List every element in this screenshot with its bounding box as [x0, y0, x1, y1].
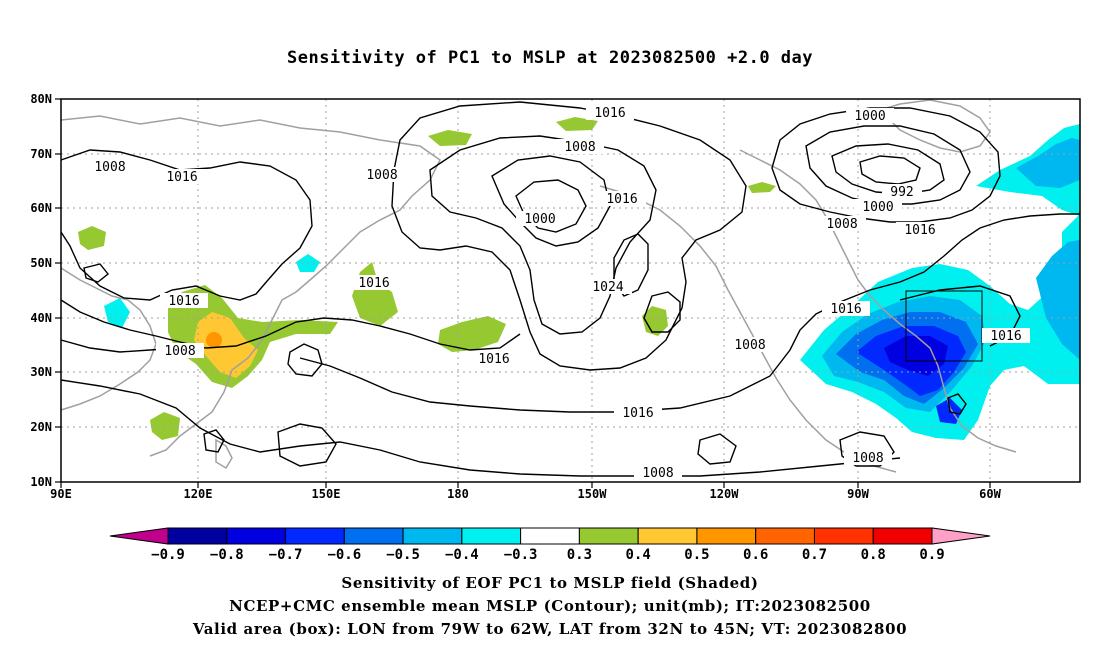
contour-label: 1016 — [166, 170, 197, 185]
contour-label: 1008 — [164, 344, 195, 359]
colorbar-label: −0.7 — [269, 547, 303, 563]
lon-tick-label: 60W — [979, 487, 1001, 501]
colorbar-cell — [226, 527, 287, 545]
contour-label: 1008 — [734, 338, 765, 353]
contour-label: 1008 — [852, 451, 883, 466]
contour-label: 1016 — [358, 276, 389, 291]
colorbar-label: −0.6 — [327, 547, 361, 563]
colorbar-cell — [285, 527, 345, 545]
lat-tick-label: 50N — [30, 256, 52, 270]
colorbar-label: 0.8 — [861, 547, 886, 563]
lon-tick-label: 150W — [578, 487, 608, 501]
colorbar-high-arrow — [931, 527, 991, 545]
lon-tick-label: 150E — [312, 487, 341, 501]
colorbar-cell — [578, 527, 639, 545]
colorbar-label: −0.5 — [386, 547, 420, 563]
lat-tick-label: 20N — [30, 420, 52, 434]
plot-frame — [60, 98, 1081, 483]
caption-line-3: Valid area (box): LON from 79W to 62W, L… — [192, 620, 908, 638]
colorbar-cell — [755, 527, 815, 545]
lat-tick-label: 30N — [30, 365, 52, 379]
contour-label: 1016 — [990, 329, 1021, 344]
colorbar-cell — [520, 527, 580, 545]
valid-area-box — [905, 290, 983, 362]
colorbar-label: 0.6 — [743, 547, 768, 563]
colorbar-label: 0.9 — [919, 547, 944, 563]
shading-orange — [206, 332, 222, 348]
colorbar-label: −0.9 — [151, 547, 185, 563]
lat-tick-label: 80N — [30, 92, 52, 106]
contour-label: 1008 — [564, 140, 595, 155]
contour-label: 1016 — [168, 294, 199, 309]
contour-label: 1016 — [478, 352, 509, 367]
colorbar-label: −0.8 — [210, 547, 244, 563]
contour-label: 1008 — [826, 217, 857, 232]
colorbar-cell — [696, 527, 757, 545]
lat-axis-labels: 80N 70N 60N 50N 40N 30N 20N 10N — [30, 92, 52, 489]
contour-label: 992 — [890, 185, 913, 200]
colorbar-label: −0.4 — [445, 547, 479, 563]
lat-tick-label: 70N — [30, 147, 52, 161]
positive-shading — [78, 117, 776, 440]
contour-label: 1000 — [854, 109, 885, 124]
map-title: Sensitivity of PC1 to MSLP at 2023082500… — [286, 48, 813, 68]
colorbar-label: 0.4 — [626, 547, 651, 563]
lon-axis-labels: 90E 120E 150E 180 150W 120W 90W 60W — [50, 487, 1001, 501]
contour-label: 1024 — [592, 280, 623, 295]
contour-label: 1000 — [862, 200, 893, 215]
contour-label: 1016 — [622, 406, 653, 421]
colorbar-label: 0.7 — [802, 547, 827, 563]
lon-tick-label: 90E — [50, 487, 72, 501]
contour-label: 1008 — [366, 168, 397, 183]
lon-tick-label: 180 — [447, 487, 469, 501]
caption-line-2: NCEP+CMC ensemble mean MSLP (Contour); u… — [229, 597, 871, 615]
colorbar-label: 0.3 — [567, 547, 592, 563]
contour-label: 1016 — [594, 106, 625, 121]
colorbar-cell — [813, 527, 874, 545]
colorbar-label: −0.3 — [504, 547, 538, 563]
contour-label: 1016 — [606, 192, 637, 207]
colorbar-cell — [461, 527, 522, 545]
tick-marks — [55, 98, 991, 488]
colorbar: −0.9 −0.8 −0.7 −0.6 −0.5 −0.4 −0.3 0.3 0.4 0.5 0.6… — [109, 527, 991, 563]
contour-label: 1016 — [904, 223, 935, 238]
contour-label: 1000 — [524, 212, 555, 227]
shading-yellow — [194, 312, 258, 378]
gridlines — [61, 99, 1080, 482]
negative-shading-core — [884, 336, 948, 376]
lat-tick-label: 10N — [30, 475, 52, 489]
colorbar-low-arrow — [109, 527, 169, 545]
colorbar-cell — [872, 527, 933, 545]
colorbar-cell — [402, 527, 463, 545]
lon-tick-label: 90W — [847, 487, 869, 501]
colorbar-cell — [637, 527, 698, 545]
colorbar-cell — [343, 527, 404, 545]
lat-tick-label: 40N — [30, 311, 52, 325]
shading-layer — [78, 117, 1080, 440]
colorbar-cell — [167, 527, 228, 545]
lat-tick-label: 60N — [30, 201, 52, 215]
colorbar-label: 0.5 — [684, 547, 709, 563]
caption-line-1: Sensitivity of EOF PC1 to MSLP field (Sh… — [341, 574, 759, 592]
contour-labels: 1016 1000 1008 1008 1016 1008 1016 1000 … — [86, 105, 1030, 481]
contour-label: 1008 — [94, 160, 125, 175]
lon-tick-label: 120E — [184, 487, 213, 501]
contour-label: 1016 — [830, 302, 861, 317]
lon-tick-label: 120W — [710, 487, 740, 501]
contour-label: 1008 — [642, 466, 673, 481]
